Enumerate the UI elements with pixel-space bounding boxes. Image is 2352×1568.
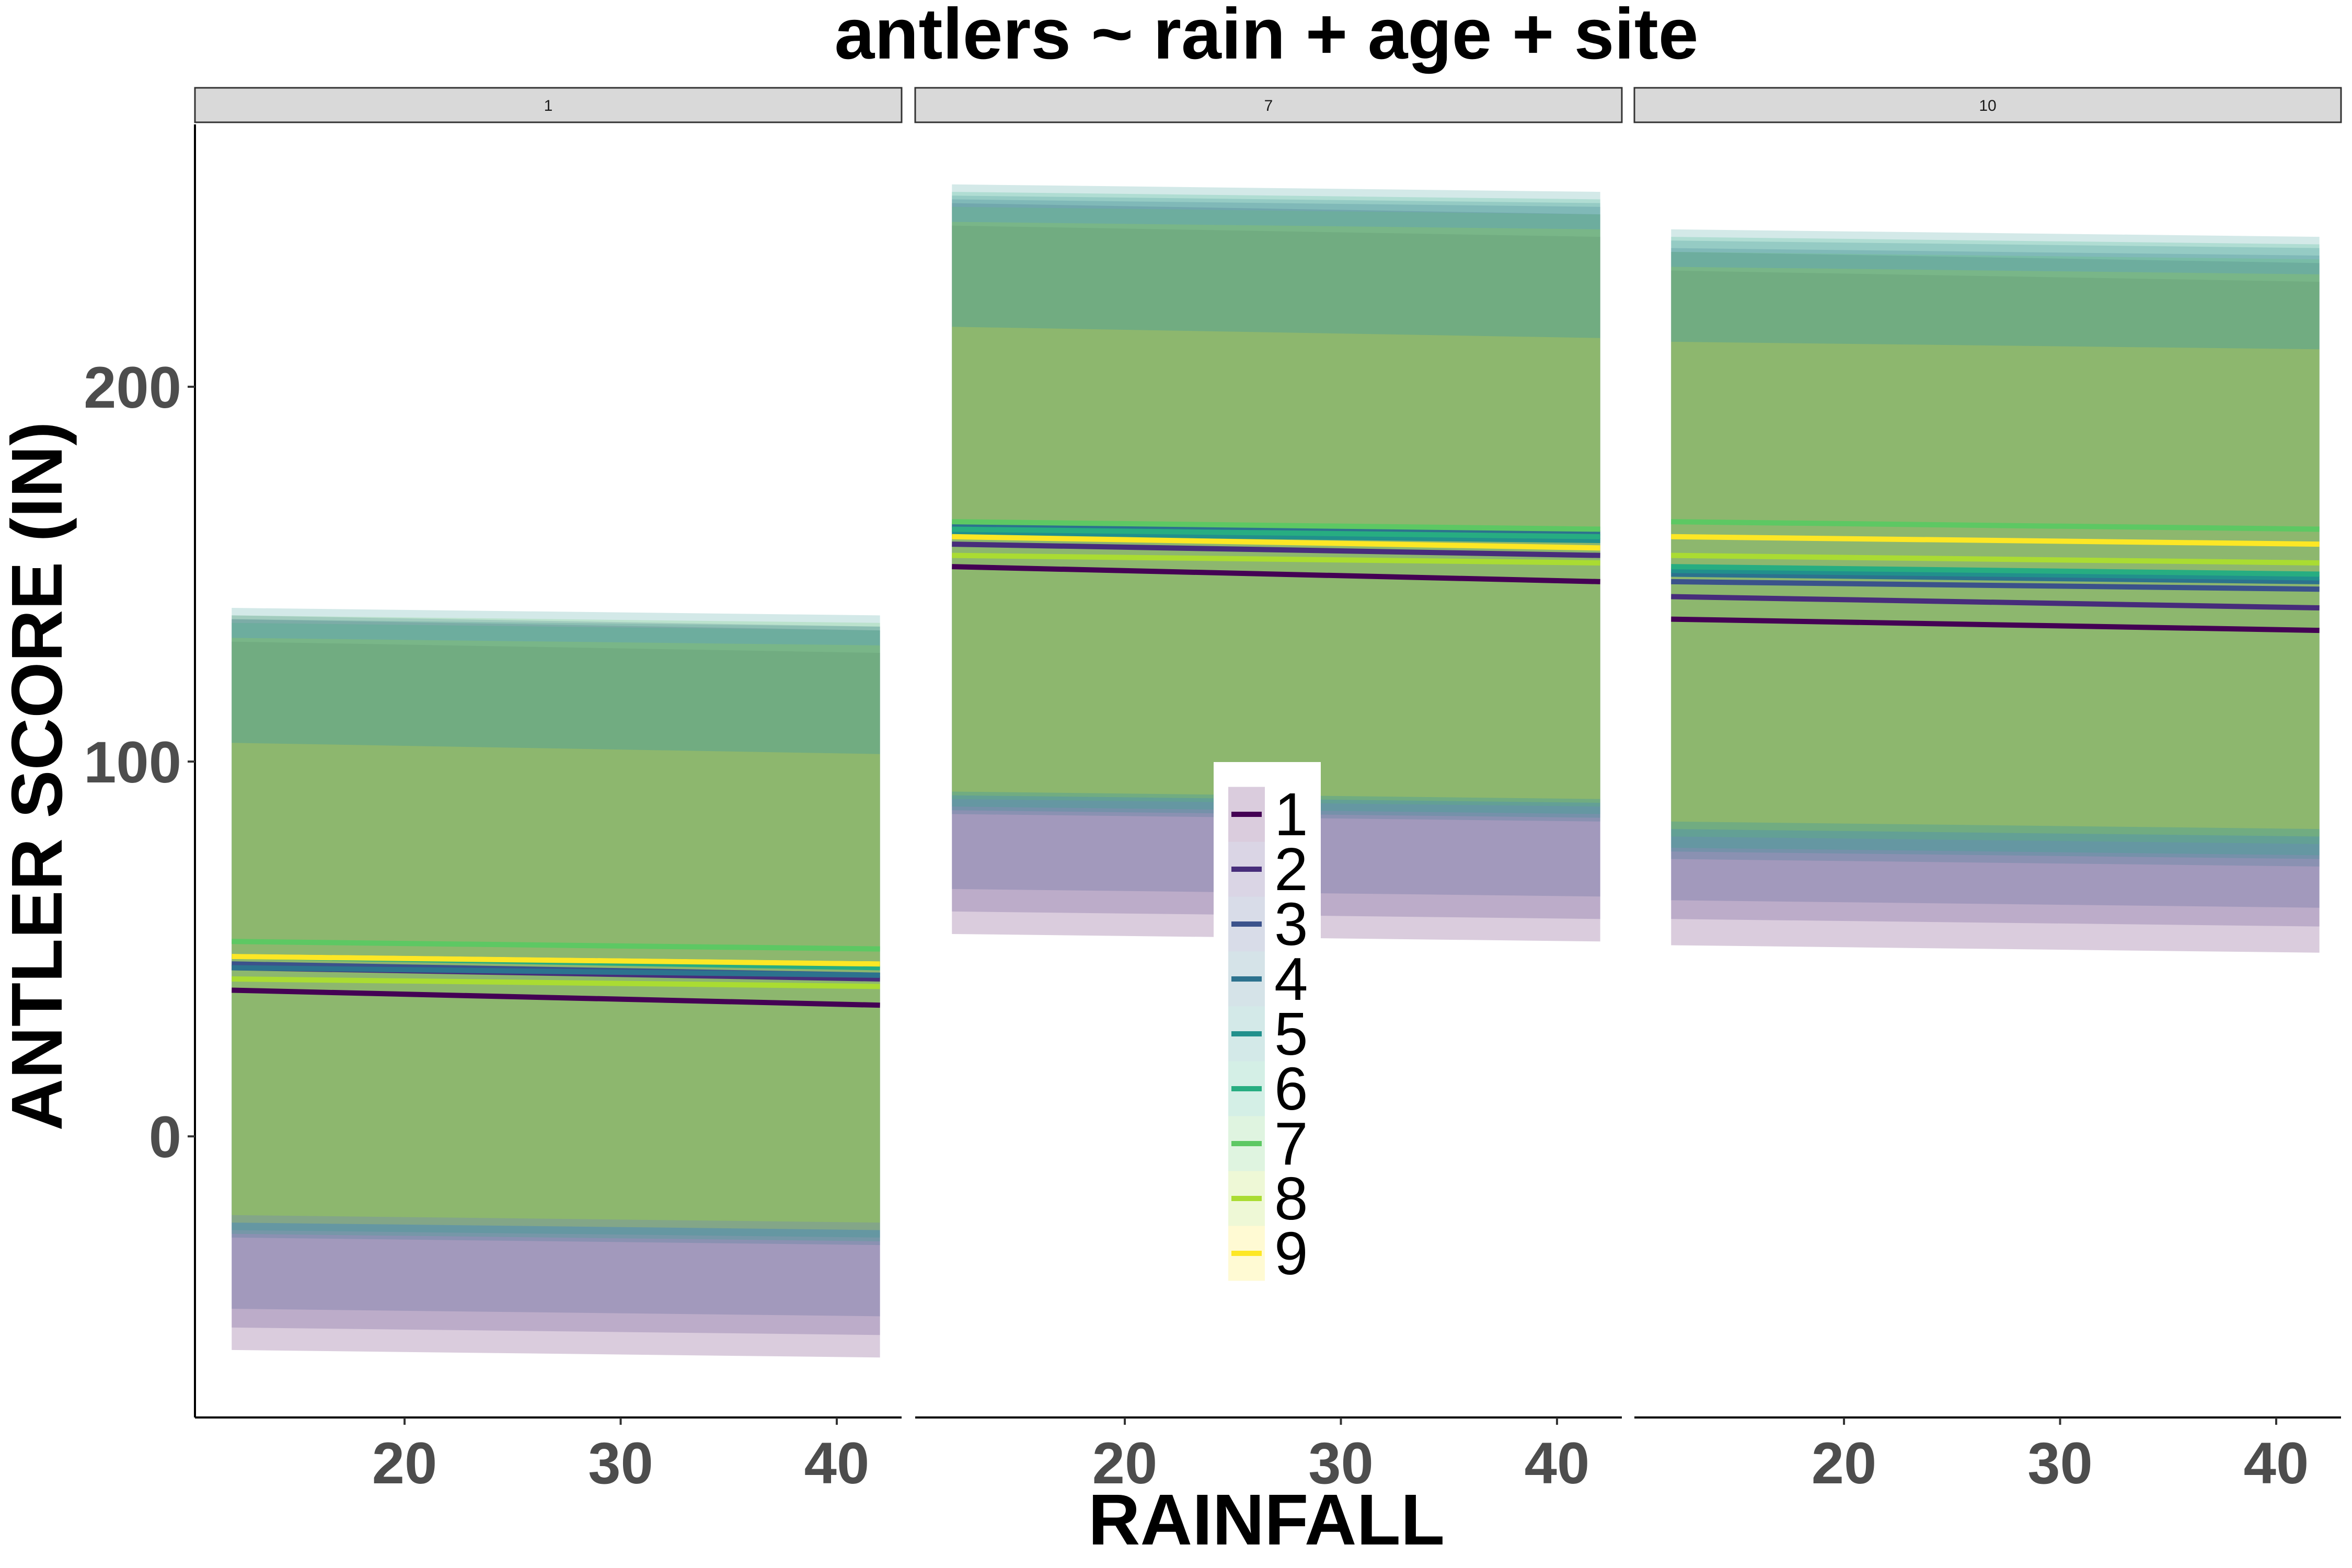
ribbon-9 <box>232 743 880 1230</box>
series-line-5 <box>1671 568 2320 581</box>
x-tick-label: 40 <box>2244 1431 2309 1496</box>
ribbon-7 <box>952 206 1600 807</box>
ribbon-4 <box>952 195 1600 822</box>
ribbon-5 <box>1671 229 2320 859</box>
facet-strip <box>1633 87 2342 123</box>
series-line-7 <box>232 939 880 952</box>
ribbon-2 <box>232 619 880 1335</box>
legend-item-6: 6 <box>1228 1055 1308 1123</box>
ribbon-7 <box>1671 251 2320 844</box>
ribbon-2 <box>1671 251 2320 927</box>
series-line-8 <box>232 976 880 989</box>
series-line-2 <box>952 541 1600 558</box>
x-tick-label: 20 <box>1092 1431 1158 1496</box>
x-tick-label: 40 <box>1525 1431 1590 1496</box>
series-line-3 <box>1671 579 2320 592</box>
legend-item-3: 3 <box>1228 890 1308 958</box>
facet-strip-label: 1 <box>544 97 553 114</box>
legend-item-9: 9 <box>1228 1219 1308 1287</box>
series-line-1 <box>952 564 1600 584</box>
ribbon-6 <box>1671 237 2320 856</box>
legend-label: 8 <box>1274 1165 1308 1232</box>
legend-item-8: 8 <box>1228 1165 1308 1232</box>
legend-label: 5 <box>1274 1000 1308 1068</box>
y-tick-label: 100 <box>84 730 181 795</box>
series-line-1 <box>232 987 880 1008</box>
legend-item-4: 4 <box>1228 945 1308 1013</box>
ribbon-5 <box>232 608 880 1238</box>
legend-label: 7 <box>1274 1110 1308 1178</box>
legend-item-5: 5 <box>1228 1000 1308 1068</box>
series-line-1 <box>1671 616 2320 633</box>
x-tick-label: 20 <box>372 1431 437 1496</box>
ribbon-3 <box>232 615 880 1317</box>
series-line-4 <box>1671 571 2320 584</box>
legend-label: 6 <box>1274 1055 1308 1123</box>
facet-strip <box>194 87 903 123</box>
x-axis-title: RAINFALL <box>1088 1480 1445 1560</box>
facet-strip-label: 7 <box>1264 97 1273 114</box>
ribbon-4 <box>232 619 880 1246</box>
ribbon-8 <box>232 638 880 1223</box>
series-line-4 <box>952 523 1600 536</box>
y-axis: 0 100 200 <box>84 124 196 1417</box>
x-tick-label: 30 <box>1308 1431 1374 1496</box>
ribbon-4 <box>1671 240 2320 867</box>
ribbon-6 <box>232 622 880 1241</box>
ribbon-1 <box>952 225 1600 942</box>
y-tick-label: 200 <box>84 355 181 420</box>
panel-1: 1 20 30 40 <box>194 87 903 1496</box>
series-line-7 <box>952 519 1600 532</box>
chart-title: antlers ~ rain + age + site <box>834 0 1698 74</box>
series-line-6 <box>1671 564 2320 577</box>
panel-10: 10 20 30 40 <box>1633 87 2342 1496</box>
legend-label: 4 <box>1274 945 1308 1013</box>
legend-item-1: 1 <box>1228 780 1308 848</box>
ribbon-9 <box>952 327 1600 799</box>
legend-label: 3 <box>1274 890 1308 958</box>
series-line-9 <box>232 953 880 967</box>
series-line-9 <box>952 534 1600 551</box>
ribbon-5 <box>952 184 1600 818</box>
x-tick-label: 30 <box>2027 1431 2093 1496</box>
series-line-9 <box>1671 534 2320 547</box>
x-tick-label: 20 <box>1812 1431 1877 1496</box>
facet-strip-label: 10 <box>1979 97 1996 114</box>
series-line-8 <box>1671 552 2320 566</box>
series-line-7 <box>1671 519 2320 532</box>
ribbon-7 <box>232 615 880 1223</box>
ribbon-8 <box>1671 267 2320 837</box>
x-tick-label: 40 <box>804 1431 870 1496</box>
series-line-8 <box>952 552 1600 566</box>
legend-label: 9 <box>1274 1219 1308 1287</box>
y-axis-title: ANTLER SCORE (IN) <box>0 422 77 1131</box>
panel-7: 7 20 30 40 <box>914 87 1623 1496</box>
facet-strip <box>914 87 1623 123</box>
series-line-6 <box>952 526 1600 539</box>
legend-label: 2 <box>1274 835 1308 903</box>
ribbon-6 <box>952 192 1600 814</box>
legend-label: 1 <box>1274 780 1308 848</box>
ribbon-1 <box>1671 270 2320 953</box>
series-line-4 <box>232 965 880 978</box>
series-line-2 <box>1671 594 2320 611</box>
x-tick-label: 30 <box>588 1431 653 1496</box>
legend-item-7: 7 <box>1228 1110 1308 1178</box>
y-tick-label: 0 <box>149 1104 181 1170</box>
ribbon-8 <box>952 222 1600 803</box>
legend-item-2: 2 <box>1228 835 1308 903</box>
facet-panels: 1 20 30 40 7 20 30 40 10 20 30 40 <box>194 87 2342 1496</box>
series-line-5 <box>952 530 1600 543</box>
